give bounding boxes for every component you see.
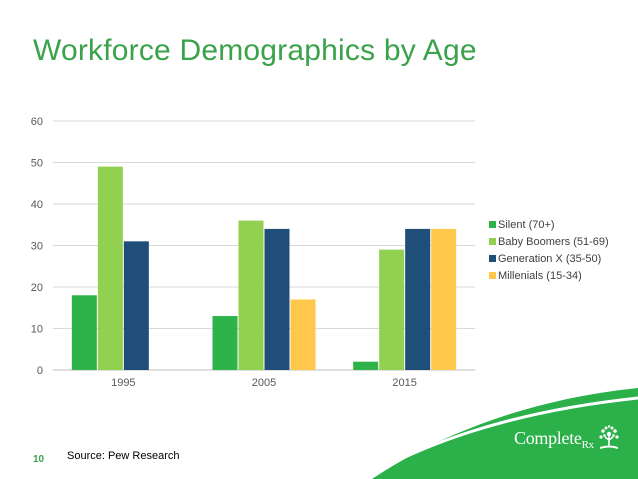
y-tick-label: 30 [31,241,43,253]
legend-swatch [489,221,496,228]
bar-generation-x-35-50-1995 [123,241,149,370]
bar-baby-boomers-51-69-2005 [238,220,264,370]
bar-silent-70-2005 [212,316,238,370]
y-tick-label: 60 [31,116,43,128]
bar-millenials-15-34-2015 [431,228,457,370]
y-tick-label: 10 [31,324,43,336]
bar-silent-70-2015 [353,361,379,370]
x-tick-label: 2005 [252,377,276,389]
gridlines [53,120,475,371]
y-axis-tick-labels: 0 10 20 30 40 50 60 [31,116,43,377]
bar-baby-boomers-51-69-2015 [379,249,405,370]
source-note: Source: Pew Research [67,450,180,462]
legend-label: Baby Boomers (51-69) [498,236,609,248]
legend-swatch [489,238,496,245]
logo-wordmark: CompleteRx [514,427,594,451]
bar-generation-x-35-50-2015 [405,228,431,370]
y-tick-label: 20 [31,282,43,294]
bar-baby-boomers-51-69-1995 [97,166,123,370]
legend-swatch [489,255,496,262]
page-number: 10 [33,454,45,465]
legend-swatch [489,272,496,279]
bar-generation-x-35-50-2005 [264,228,290,370]
bar-millenials-15-34-2005 [290,299,316,370]
x-tick-label: 2015 [392,377,416,389]
bar-silent-70-1995 [71,295,97,370]
legend: Silent (70+) Baby Boomers (51-69) Generati… [489,219,609,282]
x-tick-label: 1995 [111,377,135,389]
page-title: Workforce Demographics by Age [33,34,477,67]
y-tick-label: 50 [31,158,43,170]
legend-label: Silent (70+) [498,219,555,231]
bars [71,166,457,370]
y-tick-label: 40 [31,199,43,211]
completerx-logo: CompleteRx [514,425,621,453]
tree-icon [599,425,619,449]
legend-label: Millenials (15-34) [498,270,582,282]
y-tick-label: 0 [37,365,43,377]
x-axis-tick-labels: 1995 2005 2015 [111,377,417,389]
legend-label: Generation X (35-50) [498,253,601,265]
